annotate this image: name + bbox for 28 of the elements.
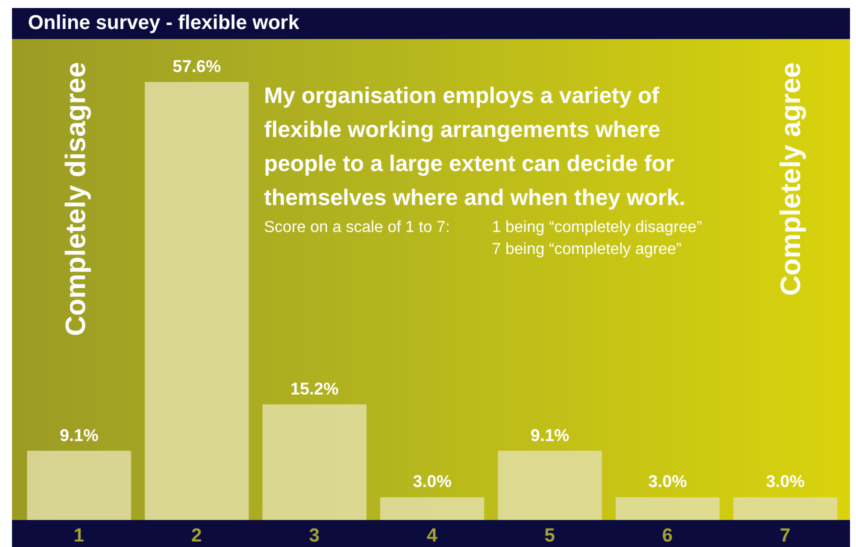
chart-title: Online survey - flexible work — [12, 8, 850, 39]
annotation: Completely disagree — [60, 62, 92, 336]
bar — [144, 82, 249, 520]
x-tick-label: 2 — [191, 525, 202, 546]
data-label: 9.1% — [60, 426, 98, 445]
data-label: 15.2% — [290, 379, 339, 398]
x-tick-label: 5 — [544, 525, 556, 546]
annotation: My organisation employs a variety of flexible working arrangements where people to a large extent can decide for themselves where and when they work. — [264, 82, 686, 212]
annotation: 1 being “completely disagree” — [492, 219, 702, 237]
annotation: 7 being “completely agree” — [492, 241, 682, 259]
data-label: 9.1% — [530, 426, 570, 445]
data-label: 3.0% — [648, 472, 688, 492]
data-label: 3.0% — [766, 472, 805, 492]
annotation: Completely agree — [775, 62, 807, 296]
bar — [616, 497, 720, 520]
bar — [733, 497, 838, 520]
x-tick-label: 3 — [308, 525, 320, 546]
x-tick-label: 4 — [426, 525, 438, 546]
bar — [27, 450, 132, 520]
x-tick-label: 6 — [662, 525, 673, 546]
x-tick-label: 1 — [74, 525, 85, 546]
annotation: Score on a scale of 1 to 7: — [264, 219, 450, 237]
data-label: 3.0% — [412, 472, 452, 492]
bar — [380, 497, 484, 520]
data-label: 57.6% — [172, 57, 221, 76]
x-tick-label: 7 — [780, 525, 790, 546]
bar — [498, 450, 602, 520]
bar — [262, 404, 366, 520]
